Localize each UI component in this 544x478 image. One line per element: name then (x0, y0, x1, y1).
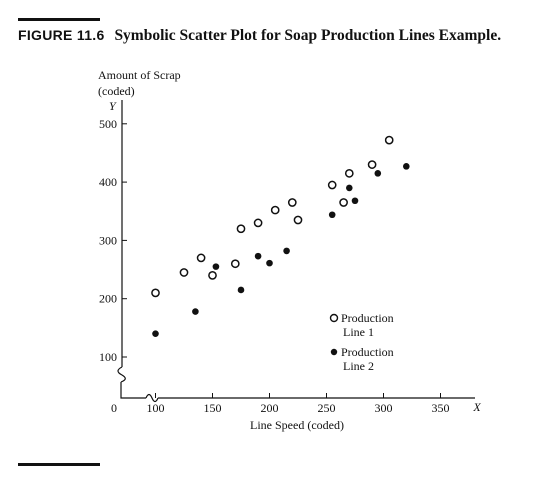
y-axis-line (117, 100, 146, 399)
point-line1 (344, 169, 354, 178)
y-axis-label-line1: Amount of Scrap (98, 68, 181, 82)
point-line2 (403, 163, 410, 170)
y-tick-label: 200 (99, 292, 117, 306)
y-axis-variable: Y (109, 99, 117, 113)
x-tick-label: 200 (261, 401, 279, 415)
point-line1 (236, 224, 246, 234)
point-line2 (212, 263, 220, 270)
point-line1 (287, 198, 297, 207)
y-tick-label: 500 (99, 117, 117, 131)
point-line1 (179, 268, 189, 277)
point-line1 (270, 205, 280, 215)
x-tick-label: 100 (147, 401, 165, 415)
point-line1 (384, 135, 394, 145)
point-line1 (367, 160, 377, 169)
point-line2 (328, 211, 336, 219)
x-axis-label: Line Speed (coded) (250, 418, 344, 432)
legend-label-line1-b: Line 1 (343, 325, 374, 339)
figure-title: Symbolic Scatter Plot for Soap Productio… (114, 27, 502, 44)
point-line1 (208, 271, 217, 280)
point-line1 (339, 198, 348, 207)
legend-marker-line2 (330, 348, 338, 356)
point-line1 (253, 218, 263, 228)
point-line2 (283, 247, 290, 255)
y-tick-label: 100 (99, 350, 117, 364)
point-line1 (196, 253, 206, 263)
point-line2 (374, 170, 382, 177)
x-tick-label: 350 (432, 401, 450, 415)
point-line2 (192, 308, 199, 315)
x-tick-label: 250 (318, 401, 336, 415)
legend-label-line2-a: Production (341, 345, 394, 359)
legend-marker-line1 (329, 313, 339, 323)
point-line2 (254, 252, 262, 260)
legend-label-line1-a: Production (341, 311, 394, 325)
y-axis-label-line2: (coded) (98, 84, 135, 98)
x-axis-variable: X (472, 400, 481, 414)
legend-label-line2-b: Line 2 (343, 359, 374, 373)
x-tick-label: 300 (375, 401, 393, 415)
top-rule (18, 18, 100, 21)
point-line1 (293, 215, 303, 225)
point-line2 (266, 259, 273, 267)
y-tick-label: 400 (99, 175, 117, 189)
figure-caption: FIGURE 11.6 Symbolic Scatter Plot for So… (18, 27, 501, 45)
origin-label: 0 (111, 401, 117, 415)
x-tick-label: 150 (204, 401, 222, 415)
x-axis-line (145, 393, 475, 403)
point-line2 (237, 286, 245, 294)
point-line2 (346, 184, 353, 192)
point-line2 (152, 330, 159, 337)
point-line1 (230, 259, 240, 269)
point-line2 (351, 197, 359, 205)
bottom-rule (18, 463, 100, 466)
point-line1 (151, 288, 160, 298)
y-tick-label: 300 (99, 233, 117, 247)
figure-label: FIGURE 11.6 (18, 27, 105, 43)
point-line1 (327, 180, 337, 190)
